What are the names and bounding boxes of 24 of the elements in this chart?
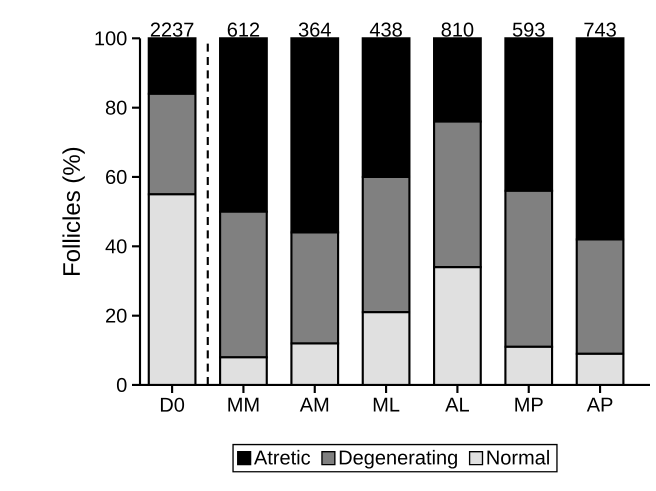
x-tick-label: D0 (160, 398, 184, 412)
legend-label: Atretic (254, 450, 310, 465)
annotation: 612 (228, 22, 260, 37)
y-tick-label: 60 (106, 170, 126, 184)
annotation: 593 (512, 22, 545, 37)
y-axis-title: Follicles (%) (62, 148, 85, 276)
y-tick-label: 40 (106, 239, 126, 254)
legend-label: Normal (487, 450, 549, 465)
x-tick-label: MP (515, 398, 543, 412)
annotation: 810 (442, 22, 474, 37)
annotation: 2237 (150, 22, 194, 37)
y-tick-label: 0 (116, 378, 126, 392)
x-tick-label: MM (228, 398, 258, 412)
x-tick-label: AL (445, 398, 469, 412)
y-tick-label: 80 (106, 100, 126, 115)
x-tick-label: ML (374, 398, 400, 412)
legend-label: Degenerating (340, 450, 457, 469)
annotation: 743 (584, 22, 616, 37)
x-tick-label: AP (586, 398, 612, 412)
y-tick-label: 100 (95, 31, 126, 46)
annotation: 438 (370, 22, 402, 37)
y-tick-label: 20 (106, 308, 126, 323)
annotation: 364 (298, 22, 331, 37)
x-tick-label: AM (300, 398, 328, 412)
